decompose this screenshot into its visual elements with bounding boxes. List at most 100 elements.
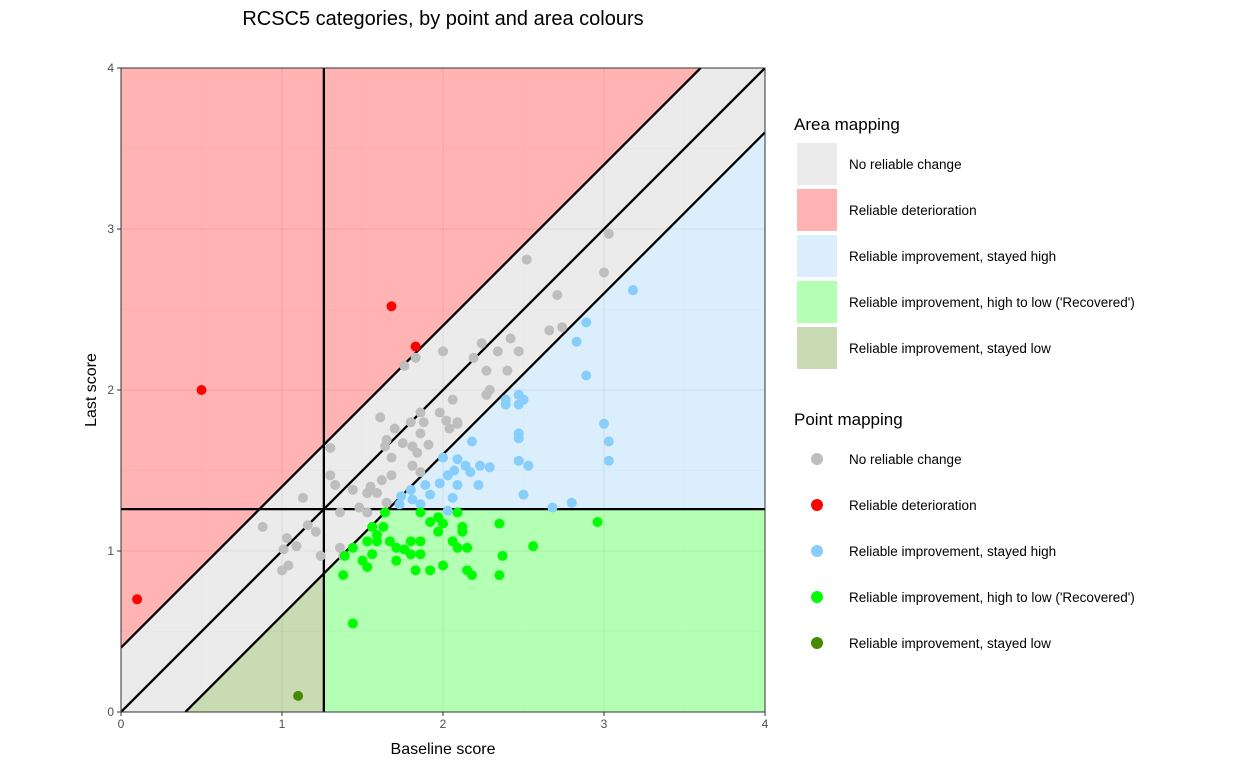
area-recovered	[323, 509, 765, 712]
data-point	[375, 412, 386, 423]
data-point	[291, 541, 302, 552]
data-point	[347, 618, 358, 629]
data-point	[297, 492, 308, 503]
data-point	[523, 460, 534, 471]
data-point	[434, 478, 445, 489]
area-legend-swatch-nochange	[797, 143, 837, 185]
data-point	[444, 423, 455, 434]
data-point	[599, 418, 609, 429]
data-point	[484, 462, 495, 473]
y-tick-label: 4	[107, 61, 114, 75]
data-point	[325, 442, 336, 453]
data-point	[500, 399, 511, 410]
area-legend-title: Area mapping	[794, 115, 900, 134]
data-point	[412, 447, 423, 458]
data-point	[310, 526, 321, 537]
data-point	[339, 550, 350, 561]
data-point	[425, 517, 436, 528]
area-legend-label: No reliable change	[849, 157, 962, 172]
area-legend-swatch-recovered	[797, 281, 837, 323]
data-point	[325, 470, 336, 481]
data-point	[425, 489, 436, 500]
area-legend-label: Reliable improvement, stayed high	[849, 249, 1056, 264]
data-point	[384, 536, 395, 547]
data-point	[441, 415, 452, 426]
data-point	[452, 454, 463, 465]
data-point	[434, 407, 445, 418]
data-point	[391, 542, 402, 553]
data-point	[603, 228, 614, 239]
data-point	[481, 365, 492, 376]
data-point	[415, 407, 426, 418]
data-point	[367, 549, 378, 560]
data-point	[465, 467, 476, 478]
data-point	[418, 417, 429, 428]
data-point	[476, 338, 487, 349]
no-change-line	[121, 68, 765, 712]
data-point	[330, 479, 341, 490]
data-point	[466, 570, 477, 581]
area-regions	[121, 68, 765, 712]
data-point	[492, 346, 503, 357]
data-point	[381, 497, 392, 508]
data-point	[415, 428, 426, 439]
data-point	[592, 517, 603, 528]
data-point	[603, 436, 614, 447]
y-axis-label: Last score	[83, 353, 100, 427]
data-point	[547, 502, 558, 513]
area-legend-swatch-imphigh	[797, 235, 837, 277]
area-legend-label: Reliable deterioration	[849, 203, 977, 218]
data-point	[380, 441, 391, 452]
data-point	[405, 484, 416, 495]
data-point	[581, 317, 592, 328]
series-imphigh	[394, 285, 638, 516]
data-point	[475, 460, 486, 471]
y-tick-label: 2	[107, 383, 114, 397]
data-point	[347, 542, 358, 553]
data-point	[425, 565, 436, 576]
data-point	[442, 505, 453, 516]
data-point	[315, 550, 326, 561]
data-point	[433, 526, 444, 537]
data-point	[397, 438, 408, 449]
data-point	[473, 479, 484, 490]
data-point	[466, 436, 477, 447]
data-point	[452, 507, 463, 518]
y-tick-label: 0	[107, 705, 114, 719]
data-point	[581, 370, 592, 381]
data-point	[338, 570, 349, 581]
data-point	[283, 560, 294, 571]
area-legend-label: Reliable improvement, high to low ('Reco…	[849, 295, 1135, 310]
point-legend-label: No reliable change	[849, 452, 962, 467]
data-point	[415, 536, 426, 547]
data-point	[362, 562, 373, 573]
data-point	[405, 549, 416, 560]
plot-panel	[120, 67, 766, 713]
lower-rci-line	[184, 131, 765, 712]
data-point	[528, 541, 539, 552]
y-tick-label: 3	[107, 222, 114, 236]
data-point	[132, 594, 143, 605]
x-axis-label: Baseline score	[391, 741, 496, 758]
data-point	[571, 336, 582, 347]
data-point	[389, 423, 400, 434]
x-tick-label: 0	[118, 717, 125, 731]
point-legend-title: Point mapping	[794, 410, 903, 429]
data-point	[502, 365, 513, 376]
data-point	[391, 555, 402, 566]
data-point	[452, 542, 463, 553]
data-point	[362, 536, 373, 547]
area-legend-swatch-deter	[797, 189, 837, 231]
data-point	[452, 479, 463, 490]
series-deter	[132, 301, 421, 605]
data-point	[447, 492, 458, 503]
data-point	[386, 470, 397, 481]
data-point	[415, 467, 426, 478]
data-point	[405, 417, 416, 428]
data-point	[505, 333, 516, 344]
point-legend-label: Reliable improvement, stayed low	[849, 636, 1051, 651]
data-point	[521, 254, 532, 265]
data-point	[518, 489, 529, 500]
data-point	[278, 544, 289, 555]
